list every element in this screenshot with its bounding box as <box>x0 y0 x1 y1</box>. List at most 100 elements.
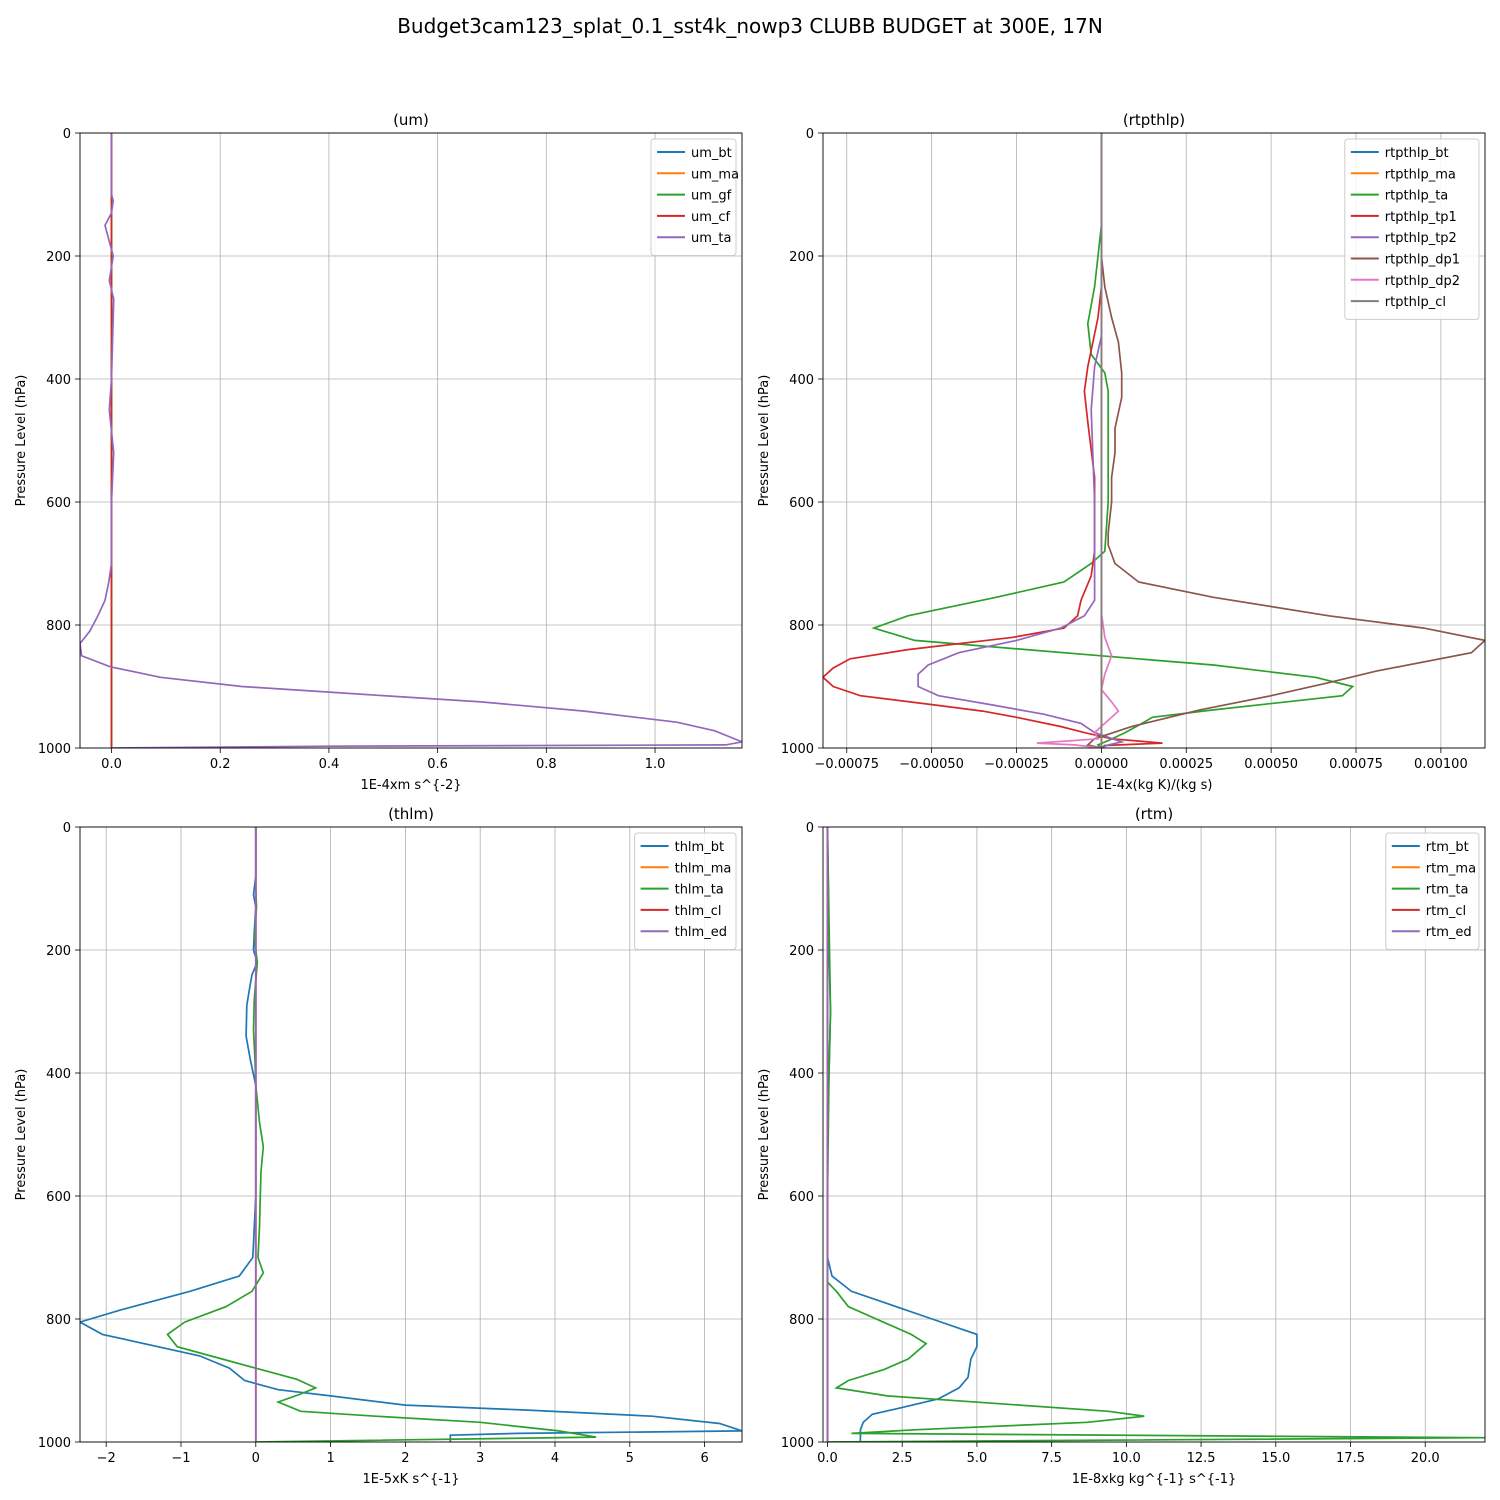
y-tick-label: 400 <box>789 1067 814 1082</box>
x-tick-label: 5.0 <box>967 1451 988 1466</box>
series-line-thlm_bt <box>80 827 742 1442</box>
legend-entry: rtm_ed <box>1426 925 1472 940</box>
legend-box <box>634 832 737 950</box>
x-axis-label: 1E-8xkg kg^{-1} s^{-1} <box>1072 1472 1237 1487</box>
y-tick-label: 1000 <box>38 1436 71 1451</box>
legend-entry: rtpthlp_dp2 <box>1385 274 1460 289</box>
y-tick-label: 200 <box>46 250 71 265</box>
x-tick-label: 2.5 <box>892 1451 913 1466</box>
subplot-title: (um) <box>393 111 429 129</box>
x-tick-label: 0.4 <box>319 757 340 772</box>
x-tick-label: 6 <box>700 1451 708 1466</box>
y-tick-label: 600 <box>789 1190 814 1205</box>
x-tick-label: 0.0 <box>817 1451 838 1466</box>
series-line-um_ta <box>80 133 742 748</box>
y-tick-label: 1000 <box>781 742 814 757</box>
legend-entry: rtpthlp_ma <box>1385 167 1456 182</box>
y-tick-label: 800 <box>789 619 814 634</box>
legend-entry: rtpthlp_tp1 <box>1385 210 1457 225</box>
legend-box <box>1385 832 1480 950</box>
y-axis-label: Pressure Level (hPa) <box>14 375 29 507</box>
legend-entry: um_ta <box>691 231 731 246</box>
legend-entry: rtm_cl <box>1426 904 1466 919</box>
x-tick-label: 0.00050 <box>1244 757 1298 772</box>
y-tick-label: 600 <box>46 496 71 511</box>
legend: rtm_bt rtm_ma rtm_ta rtm_cl rtm_ed <box>1385 832 1480 950</box>
y-tick-label: 800 <box>789 1313 814 1328</box>
x-tick-label: 0 <box>252 1451 260 1466</box>
x-tick-label: 0.0 <box>101 757 122 772</box>
x-tick-label: 20.0 <box>1411 1451 1440 1466</box>
x-tick-label: −2 <box>97 1451 116 1466</box>
y-tick-label: 1000 <box>38 742 71 757</box>
x-tick-label: 1 <box>326 1451 334 1466</box>
series-line-thlm_ta <box>166 827 597 1442</box>
series-line-rtpthlp_ta <box>871 133 1355 748</box>
axes-frame <box>79 132 743 749</box>
figure-title: Budget3cam123_splat_0.1_sst4k_nowp3 CLUB… <box>397 14 1103 38</box>
legend-entry: um_bt <box>691 146 732 161</box>
x-tick-label: −0.00050 <box>899 757 964 772</box>
legend-entry: um_gf <box>691 189 732 204</box>
legend-entry: rtpthlp_cl <box>1385 295 1446 310</box>
y-tick-label: 400 <box>46 373 71 388</box>
legend-entry: thlm_cl <box>675 904 722 919</box>
legend: thlm_bt thlm_ma thlm_ta thlm_cl thlm_ed <box>634 832 737 950</box>
legend-entry: rtpthlp_ta <box>1385 189 1448 204</box>
x-tick-label: 0.6 <box>427 757 448 772</box>
legend-entry: rtm_ta <box>1426 883 1469 898</box>
x-tick-label: 17.5 <box>1336 1451 1365 1466</box>
subplot-3: −2 −1 0 1 2 3 4 5 6 0 200 400 600 800 1000 (thlm) 1E-5xK… <box>14 805 743 1487</box>
series-line-rtpthlp_tp1 <box>823 133 1163 748</box>
y-axis-label: Pressure Level (hPa) <box>757 1069 772 1201</box>
legend-entry: rtm_bt <box>1426 840 1469 855</box>
x-tick-label: 10.0 <box>1112 1451 1141 1466</box>
legend-entry: thlm_ed <box>675 925 727 940</box>
axes-frame <box>822 132 1486 749</box>
y-axis-label: Pressure Level (hPa) <box>757 375 772 507</box>
y-tick-label: 200 <box>789 944 814 959</box>
x-tick-label: 0.8 <box>536 757 557 772</box>
legend: um_bt um_ma um_gf um_cf um_ta <box>650 138 739 256</box>
legend-entry: um_cf <box>691 210 731 225</box>
x-tick-label: 0.00075 <box>1329 757 1383 772</box>
legend-entry: rtpthlp_dp1 <box>1385 253 1460 268</box>
axes-frame <box>822 826 1486 1443</box>
legend-entry: thlm_ma <box>675 861 732 876</box>
y-tick-label: 200 <box>46 944 71 959</box>
y-tick-label: 400 <box>789 373 814 388</box>
x-tick-label: −1 <box>171 1451 190 1466</box>
series-line-rtpthlp_dp1 <box>1086 133 1485 748</box>
y-tick-label: 200 <box>789 250 814 265</box>
x-tick-label: 2 <box>401 1451 409 1466</box>
subplot-title: (rtpthlp) <box>1123 111 1185 129</box>
x-tick-label: 0.2 <box>210 757 231 772</box>
y-axis-label: Pressure Level (hPa) <box>14 1069 29 1201</box>
y-tick-label: 0 <box>63 821 71 836</box>
x-tick-label: 4 <box>551 1451 559 1466</box>
legend-entry: thlm_ta <box>675 883 724 898</box>
series-line-rtpthlp_tp2 <box>917 133 1125 748</box>
legend-entry: um_ma <box>691 167 739 182</box>
x-tick-label: 3 <box>476 1451 484 1466</box>
subplot-1: 0.0 0.2 0.4 0.6 0.8 1.0 0 200 400 600 800 1000 (um) 1… <box>14 111 743 793</box>
legend-entry: rtm_ma <box>1426 861 1476 876</box>
legend-entry: rtpthlp_tp2 <box>1385 231 1457 246</box>
x-axis-label: 1E-4xm s^{-2} <box>360 778 461 793</box>
x-axis-label: 1E-4x(kg K)/(kg s) <box>1096 778 1213 793</box>
x-tick-label: 7.5 <box>1041 1451 1062 1466</box>
y-tick-label: 600 <box>789 496 814 511</box>
y-tick-label: 1000 <box>781 1436 814 1451</box>
x-tick-label: 5 <box>626 1451 634 1466</box>
axes-frame <box>79 826 743 1443</box>
x-tick-label: 0.00025 <box>1159 757 1213 772</box>
y-tick-label: 0 <box>806 821 814 836</box>
y-tick-label: 800 <box>46 1313 71 1328</box>
x-tick-label: 1.0 <box>645 757 666 772</box>
x-axis-label: 1E-5xK s^{-1} <box>363 1472 460 1487</box>
subplot-title: (rtm) <box>1135 805 1173 823</box>
legend-box <box>650 138 737 256</box>
legend-box <box>1344 138 1480 320</box>
x-tick-label: −0.00025 <box>984 757 1049 772</box>
